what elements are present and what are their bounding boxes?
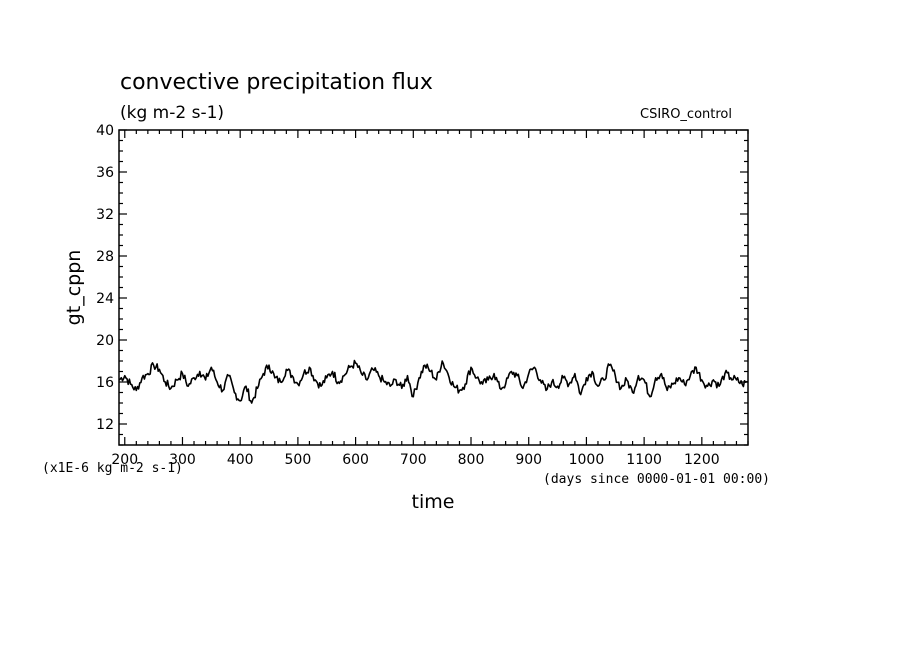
chart-title: convective precipitation flux [120, 70, 433, 95]
y-axis-label: gt_cppn [63, 250, 85, 326]
plot-area [118, 129, 749, 446]
y-tick-label: 28 [96, 249, 114, 265]
y-tick-label: 12 [96, 417, 114, 433]
x-tick-label: 900 [515, 452, 542, 468]
y-scale-note: (x1E-6 kg m-2 s-1) [42, 461, 183, 476]
plot-frame [118, 129, 749, 446]
x-tick-label: 400 [227, 452, 254, 468]
y-tick-label: 16 [96, 375, 114, 391]
x-tick-label: 700 [400, 452, 427, 468]
y-tick-label: 36 [96, 165, 114, 181]
source-label: CSIRO_control [640, 107, 732, 122]
axis-ticks [119, 129, 749, 446]
x-tick-label: 1200 [684, 452, 720, 468]
chart-subtitle: (kg m-2 s-1) [120, 103, 224, 123]
x-axis-label: time [412, 491, 455, 513]
x-tick-label: 800 [458, 452, 485, 468]
x-tick-label: 1100 [626, 452, 662, 468]
x-tick-label: 500 [285, 452, 312, 468]
x-tick-label: 1000 [569, 452, 605, 468]
y-tick-label: 32 [96, 207, 114, 223]
tick-labels: 200 300 400 500 600 700 800 900 1000 1100 1200 12 16… [96, 123, 719, 468]
series-line [118, 359, 749, 404]
y-tick-label: 40 [96, 123, 114, 139]
x-tick-label: 300 [169, 452, 196, 468]
x-tick-label: 200 [111, 452, 138, 468]
x-tick-label: 600 [342, 452, 369, 468]
y-tick-label: 20 [96, 333, 114, 349]
x-units-label: (days since 0000-01-01 00:00) [543, 472, 770, 487]
y-tick-label: 24 [96, 291, 114, 307]
